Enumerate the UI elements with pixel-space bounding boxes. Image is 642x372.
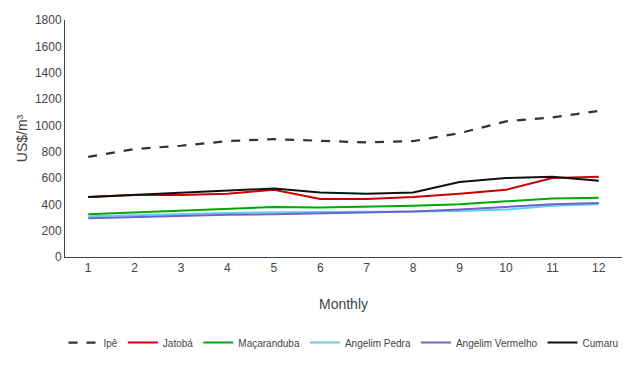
svg-text:7: 7 [363,261,370,275]
svg-text:1600: 1600 [35,40,62,54]
svg-text:1400: 1400 [35,66,62,80]
svg-text:10: 10 [499,261,513,275]
svg-text:Ipê: Ipê [104,338,118,349]
svg-text:3: 3 [178,261,185,275]
svg-text:11: 11 [546,261,559,275]
svg-text:6: 6 [317,261,324,275]
svg-text:4: 4 [224,261,231,275]
svg-text:US$/m³: US$/m³ [14,114,30,162]
svg-text:8: 8 [410,261,417,275]
svg-text:800: 800 [42,145,62,159]
svg-text:1800: 1800 [35,13,62,27]
svg-text:9: 9 [456,261,463,275]
svg-text:5: 5 [271,261,278,275]
svg-text:400: 400 [42,198,62,212]
svg-text:0: 0 [55,250,62,264]
svg-text:Maçaranduba: Maçaranduba [238,338,300,349]
svg-text:Cumaru: Cumaru [583,338,619,349]
svg-text:Jatobá: Jatobá [163,338,193,349]
svg-text:Angelim Pedra: Angelim Pedra [345,338,411,349]
svg-text:1000: 1000 [35,119,62,133]
svg-text:1200: 1200 [35,92,62,106]
svg-text:2: 2 [131,261,138,275]
svg-text:Angelim Vermelho: Angelim Vermelho [456,338,538,349]
svg-text:200: 200 [42,224,62,238]
svg-text:Monthly: Monthly [319,296,368,312]
svg-text:1: 1 [85,261,92,275]
svg-text:12: 12 [592,261,606,275]
svg-text:600: 600 [42,171,62,185]
